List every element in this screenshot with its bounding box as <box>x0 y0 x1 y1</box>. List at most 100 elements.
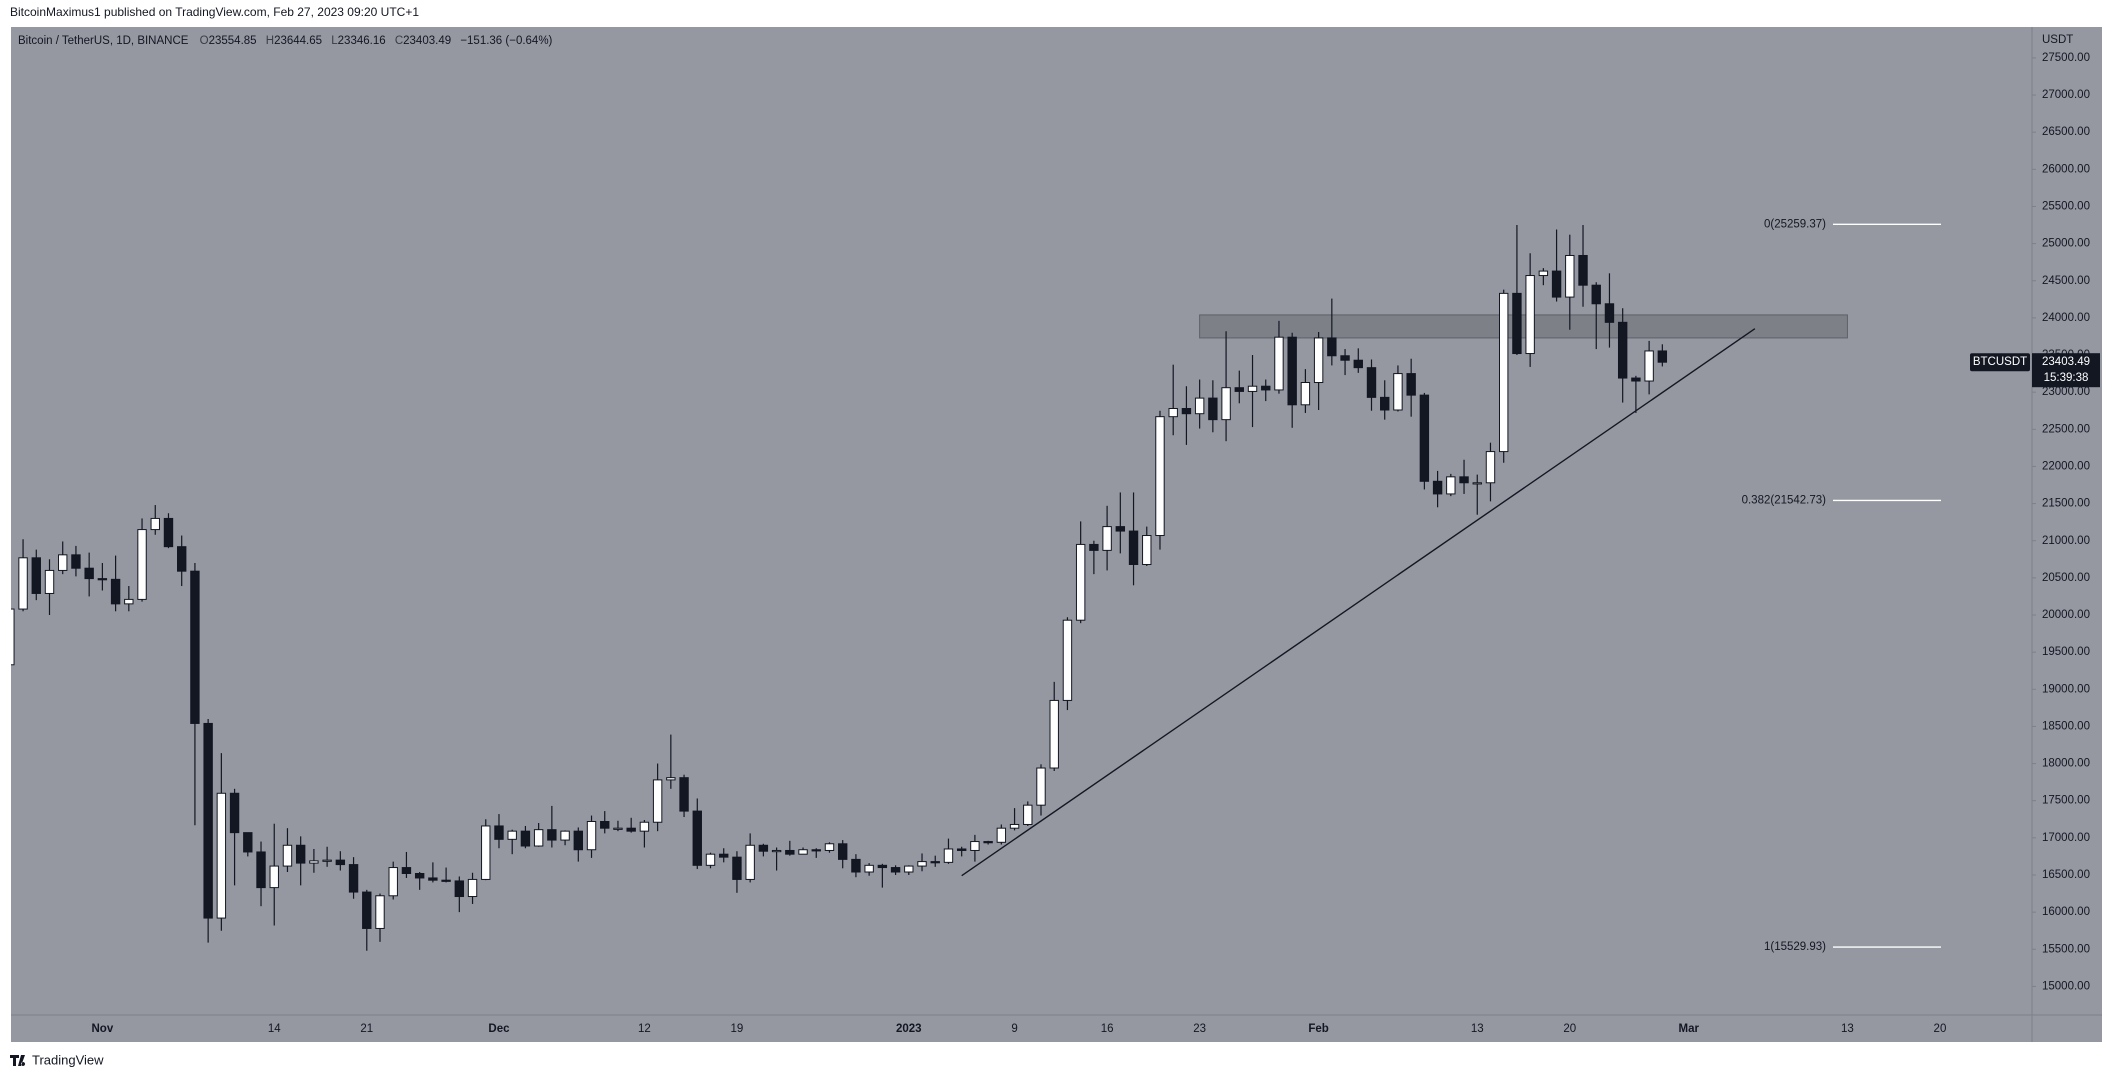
candle-body <box>1168 408 1178 418</box>
y-tick-label: 25000.00 <box>2042 238 2090 250</box>
candle-body <box>507 830 517 840</box>
candle-body <box>547 829 557 841</box>
candle-body <box>322 859 332 862</box>
candle-body <box>1062 619 1073 701</box>
candle-body <box>348 864 359 893</box>
candle-body <box>758 844 769 852</box>
y-tick-label: 15500.00 <box>2042 943 2090 955</box>
y-tick-label: 18000.00 <box>2042 758 2090 770</box>
candle-body <box>97 578 108 581</box>
x-tick-label: 16 <box>1101 1023 1114 1035</box>
y-tick-label: 20500.00 <box>2042 572 2090 584</box>
y-tick-label: 27000.00 <box>2042 89 2090 101</box>
candle-body <box>771 849 782 853</box>
footer-logo: TradingView <box>10 1052 104 1067</box>
candle-body <box>1432 480 1443 495</box>
candle-body <box>930 861 940 864</box>
candle-body <box>1221 387 1231 421</box>
candle-body <box>375 895 385 929</box>
candle-body <box>441 879 451 882</box>
candle-body <box>216 792 227 919</box>
symbol-header: Bitcoin / TetherUS, 1D, BINANCE O23554.8… <box>18 35 553 47</box>
candle-body <box>745 844 755 880</box>
candle-body <box>1036 767 1046 806</box>
candle-body <box>1208 397 1218 421</box>
candle-body <box>295 844 306 864</box>
candle-body <box>1155 416 1165 537</box>
candle-body <box>1142 535 1152 565</box>
candle-body <box>838 843 848 860</box>
candle-body <box>481 825 491 880</box>
x-tick-label: 19 <box>731 1023 744 1035</box>
y-tick-label: 27500.00 <box>2042 52 2090 64</box>
candle-body <box>1023 804 1033 825</box>
candle-body <box>362 891 372 929</box>
candle-body <box>414 872 425 879</box>
candle-body <box>1380 396 1390 411</box>
y-tick-label: 16500.00 <box>2042 869 2090 881</box>
ohlc-label: O <box>200 35 209 47</box>
candle-body <box>996 827 1007 843</box>
candle-body <box>1525 275 1535 355</box>
candle-body <box>454 880 465 898</box>
candle-body <box>243 832 253 853</box>
candle-body <box>1327 337 1337 357</box>
candle-body <box>1234 387 1244 392</box>
candle-body <box>1393 373 1403 411</box>
chart-background <box>11 27 2102 1042</box>
candle-body <box>1049 699 1059 769</box>
candle-body <box>1406 373 1416 396</box>
candle-body <box>586 821 597 851</box>
ohlc-label: C <box>395 35 403 47</box>
candle-body <box>785 849 795 855</box>
candle-body <box>1578 254 1588 286</box>
change: −151.36 (−0.64%) <box>460 35 552 47</box>
x-tick-label: 21 <box>360 1023 373 1035</box>
candle-body <box>1009 823 1020 829</box>
candle-body <box>1551 270 1562 298</box>
candle-body <box>110 578 121 605</box>
brand: TradingView <box>32 1052 104 1067</box>
candle-body <box>904 865 914 873</box>
symbol-tag-bg <box>1970 353 2030 372</box>
candle-body <box>1274 336 1284 391</box>
candle-body <box>1499 292 1509 453</box>
y-tick-label: 24000.00 <box>2042 312 2090 324</box>
candle-body <box>732 856 742 880</box>
plot: 0(25259.37) 0.382(21542.73) 1(15529.93) <box>11 218 1941 953</box>
candle-body <box>692 810 702 866</box>
price-tag: 23403.49 <box>2042 356 2090 368</box>
y-axis-label: USDT <box>2042 34 2073 46</box>
candle-body <box>626 827 636 832</box>
candle-body <box>229 792 240 834</box>
candle-body <box>890 867 901 873</box>
fib-label: 0.382(21542.73) <box>1742 494 1827 506</box>
x-tick-label: 14 <box>268 1023 281 1035</box>
ohlc-label: H <box>266 35 274 47</box>
ohlc-value: 23346.16 <box>338 35 386 47</box>
candle-body <box>666 777 676 781</box>
countdown: 15:39:38 <box>2044 372 2089 384</box>
candle-body <box>163 517 174 548</box>
candle-body <box>1604 303 1615 323</box>
candle-body <box>1287 336 1297 406</box>
candle-body <box>1591 284 1601 305</box>
candle-body <box>1631 377 1641 382</box>
candle-body <box>639 821 650 832</box>
candle-body <box>1446 476 1456 495</box>
y-tick-label: 17500.00 <box>2042 795 2090 807</box>
candle-body <box>1181 408 1192 415</box>
candle-body <box>1485 451 1496 484</box>
candle-body <box>256 851 266 889</box>
candle-body <box>1075 543 1086 621</box>
x-tick-label: Nov <box>92 1023 114 1035</box>
candle-body <box>1313 337 1324 384</box>
y-tick-label: 23000.00 <box>2042 386 2090 398</box>
x-tick-label: Dec <box>488 1023 510 1035</box>
candle-body <box>58 554 68 571</box>
y-tick-label: 22000.00 <box>2042 460 2090 472</box>
candle-body <box>851 858 861 873</box>
x-tick-label: 13 <box>1841 1023 1854 1035</box>
candle-body <box>494 825 504 840</box>
